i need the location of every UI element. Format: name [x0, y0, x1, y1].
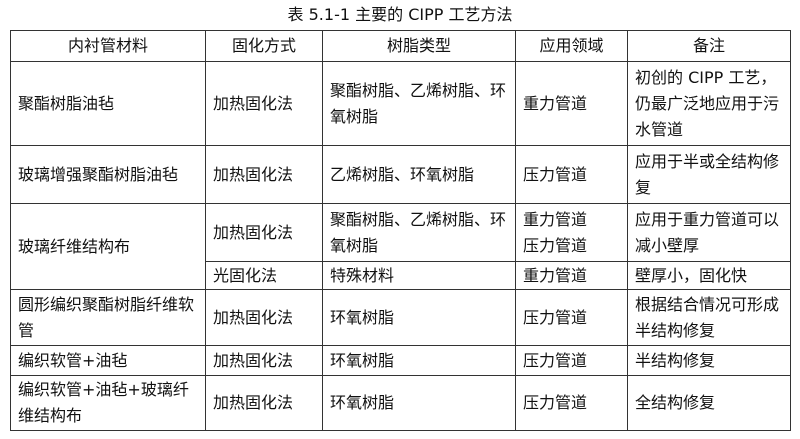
table-header-row: 内衬管材料 固化方式 树脂类型 应用领域 备注: [10, 30, 791, 62]
header-resin-type: 树脂类型: [322, 30, 516, 62]
cell-material: 编织软管+油毡+玻璃纤维结构布: [10, 375, 206, 431]
cell-remarks: 半结构修复: [627, 345, 791, 376]
table-row: 玻璃纤维结构布 加热固化法 聚酯树脂、乙烯树脂、环氧树脂 重力管道 压力管道 应…: [10, 203, 791, 290]
cell-resin: 乙烯树脂、环氧树脂: [322, 145, 516, 204]
header-liner-material: 内衬管材料: [10, 30, 206, 62]
cell-remarks: 全结构修复: [627, 375, 791, 431]
cell-remarks: 壁厚小，固化快: [627, 261, 791, 290]
cell-resin: 环氧树脂: [322, 289, 516, 346]
cell-resin: 聚酯树脂、乙烯树脂、环氧树脂: [322, 61, 516, 146]
table-caption: 表 5.1-1 主要的 CIPP 工艺方法: [287, 5, 513, 24]
cell-material: 聚酯树脂油毡: [10, 61, 206, 146]
cell-application: 压力管道: [515, 375, 628, 431]
table-row: 光固化法 特殊材料 重力管道 壁厚小，固化快: [11, 261, 791, 290]
header-curing-method: 固化方式: [205, 30, 323, 62]
table-row: 圆形编织聚酯树脂纤维软管 加热固化法 环氧树脂 压力管道 根据结合情况可形成半结…: [10, 289, 791, 346]
cell-application: 重力管道: [515, 261, 628, 290]
table-row: 编织软管+油毡+玻璃纤维结构布 加热固化法 环氧树脂 压力管道 全结构修复: [10, 375, 791, 431]
cell-curing: 加热固化法: [205, 61, 323, 146]
cell-application: 压力管道: [515, 345, 628, 376]
cell-curing: 加热固化法: [205, 375, 323, 431]
cell-resin: 环氧树脂: [322, 375, 516, 431]
cell-curing: 加热固化法: [205, 345, 323, 376]
cell-resin: 特殊材料: [322, 261, 516, 290]
cell-curing: 加热固化法: [205, 145, 323, 204]
cipp-methods-table: 内衬管材料 固化方式 树脂类型 应用领域 备注 聚酯树脂油毡 加热固化法 聚酯树…: [10, 30, 791, 431]
cell-application: 重力管道: [515, 61, 628, 146]
cell-resin: 环氧树脂: [322, 345, 516, 376]
header-application: 应用领域: [515, 30, 628, 62]
cell-application: 重力管道 压力管道: [515, 203, 628, 262]
table-row: 编织软管+油毡 加热固化法 环氧树脂 压力管道 半结构修复: [10, 345, 791, 376]
cell-remarks: 初创的 CIPP 工艺，仍最广泛地应用于污水管道: [627, 61, 791, 146]
table-row: 玻璃增强聚酯树脂油毡 加热固化法 乙烯树脂、环氧树脂 压力管道 应用于半或全结构…: [10, 145, 791, 204]
cell-curing: 加热固化法: [205, 289, 323, 346]
header-remarks: 备注: [627, 30, 791, 62]
cell-remarks: 应用于重力管道可以减小壁厚: [627, 203, 791, 262]
cell-curing: 加热固化法: [205, 203, 323, 262]
cell-remarks: 根据结合情况可形成半结构修复: [627, 289, 791, 346]
cell-material: 编织软管+油毡: [10, 345, 206, 376]
cell-remarks: 应用于半或全结构修复: [627, 145, 791, 204]
cell-resin: 聚酯树脂、乙烯树脂、环氧树脂: [322, 203, 516, 262]
cell-application: 压力管道: [515, 289, 628, 346]
cell-material: 玻璃增强聚酯树脂油毡: [10, 145, 206, 204]
cell-material: 圆形编织聚酯树脂纤维软管: [10, 289, 206, 346]
cell-material: 玻璃纤维结构布: [10, 203, 206, 290]
table-row: 聚酯树脂油毡 加热固化法 聚酯树脂、乙烯树脂、环氧树脂 重力管道 初创的 CIP…: [10, 61, 791, 146]
cell-curing: 光固化法: [205, 261, 323, 290]
cell-application: 压力管道: [515, 145, 628, 204]
